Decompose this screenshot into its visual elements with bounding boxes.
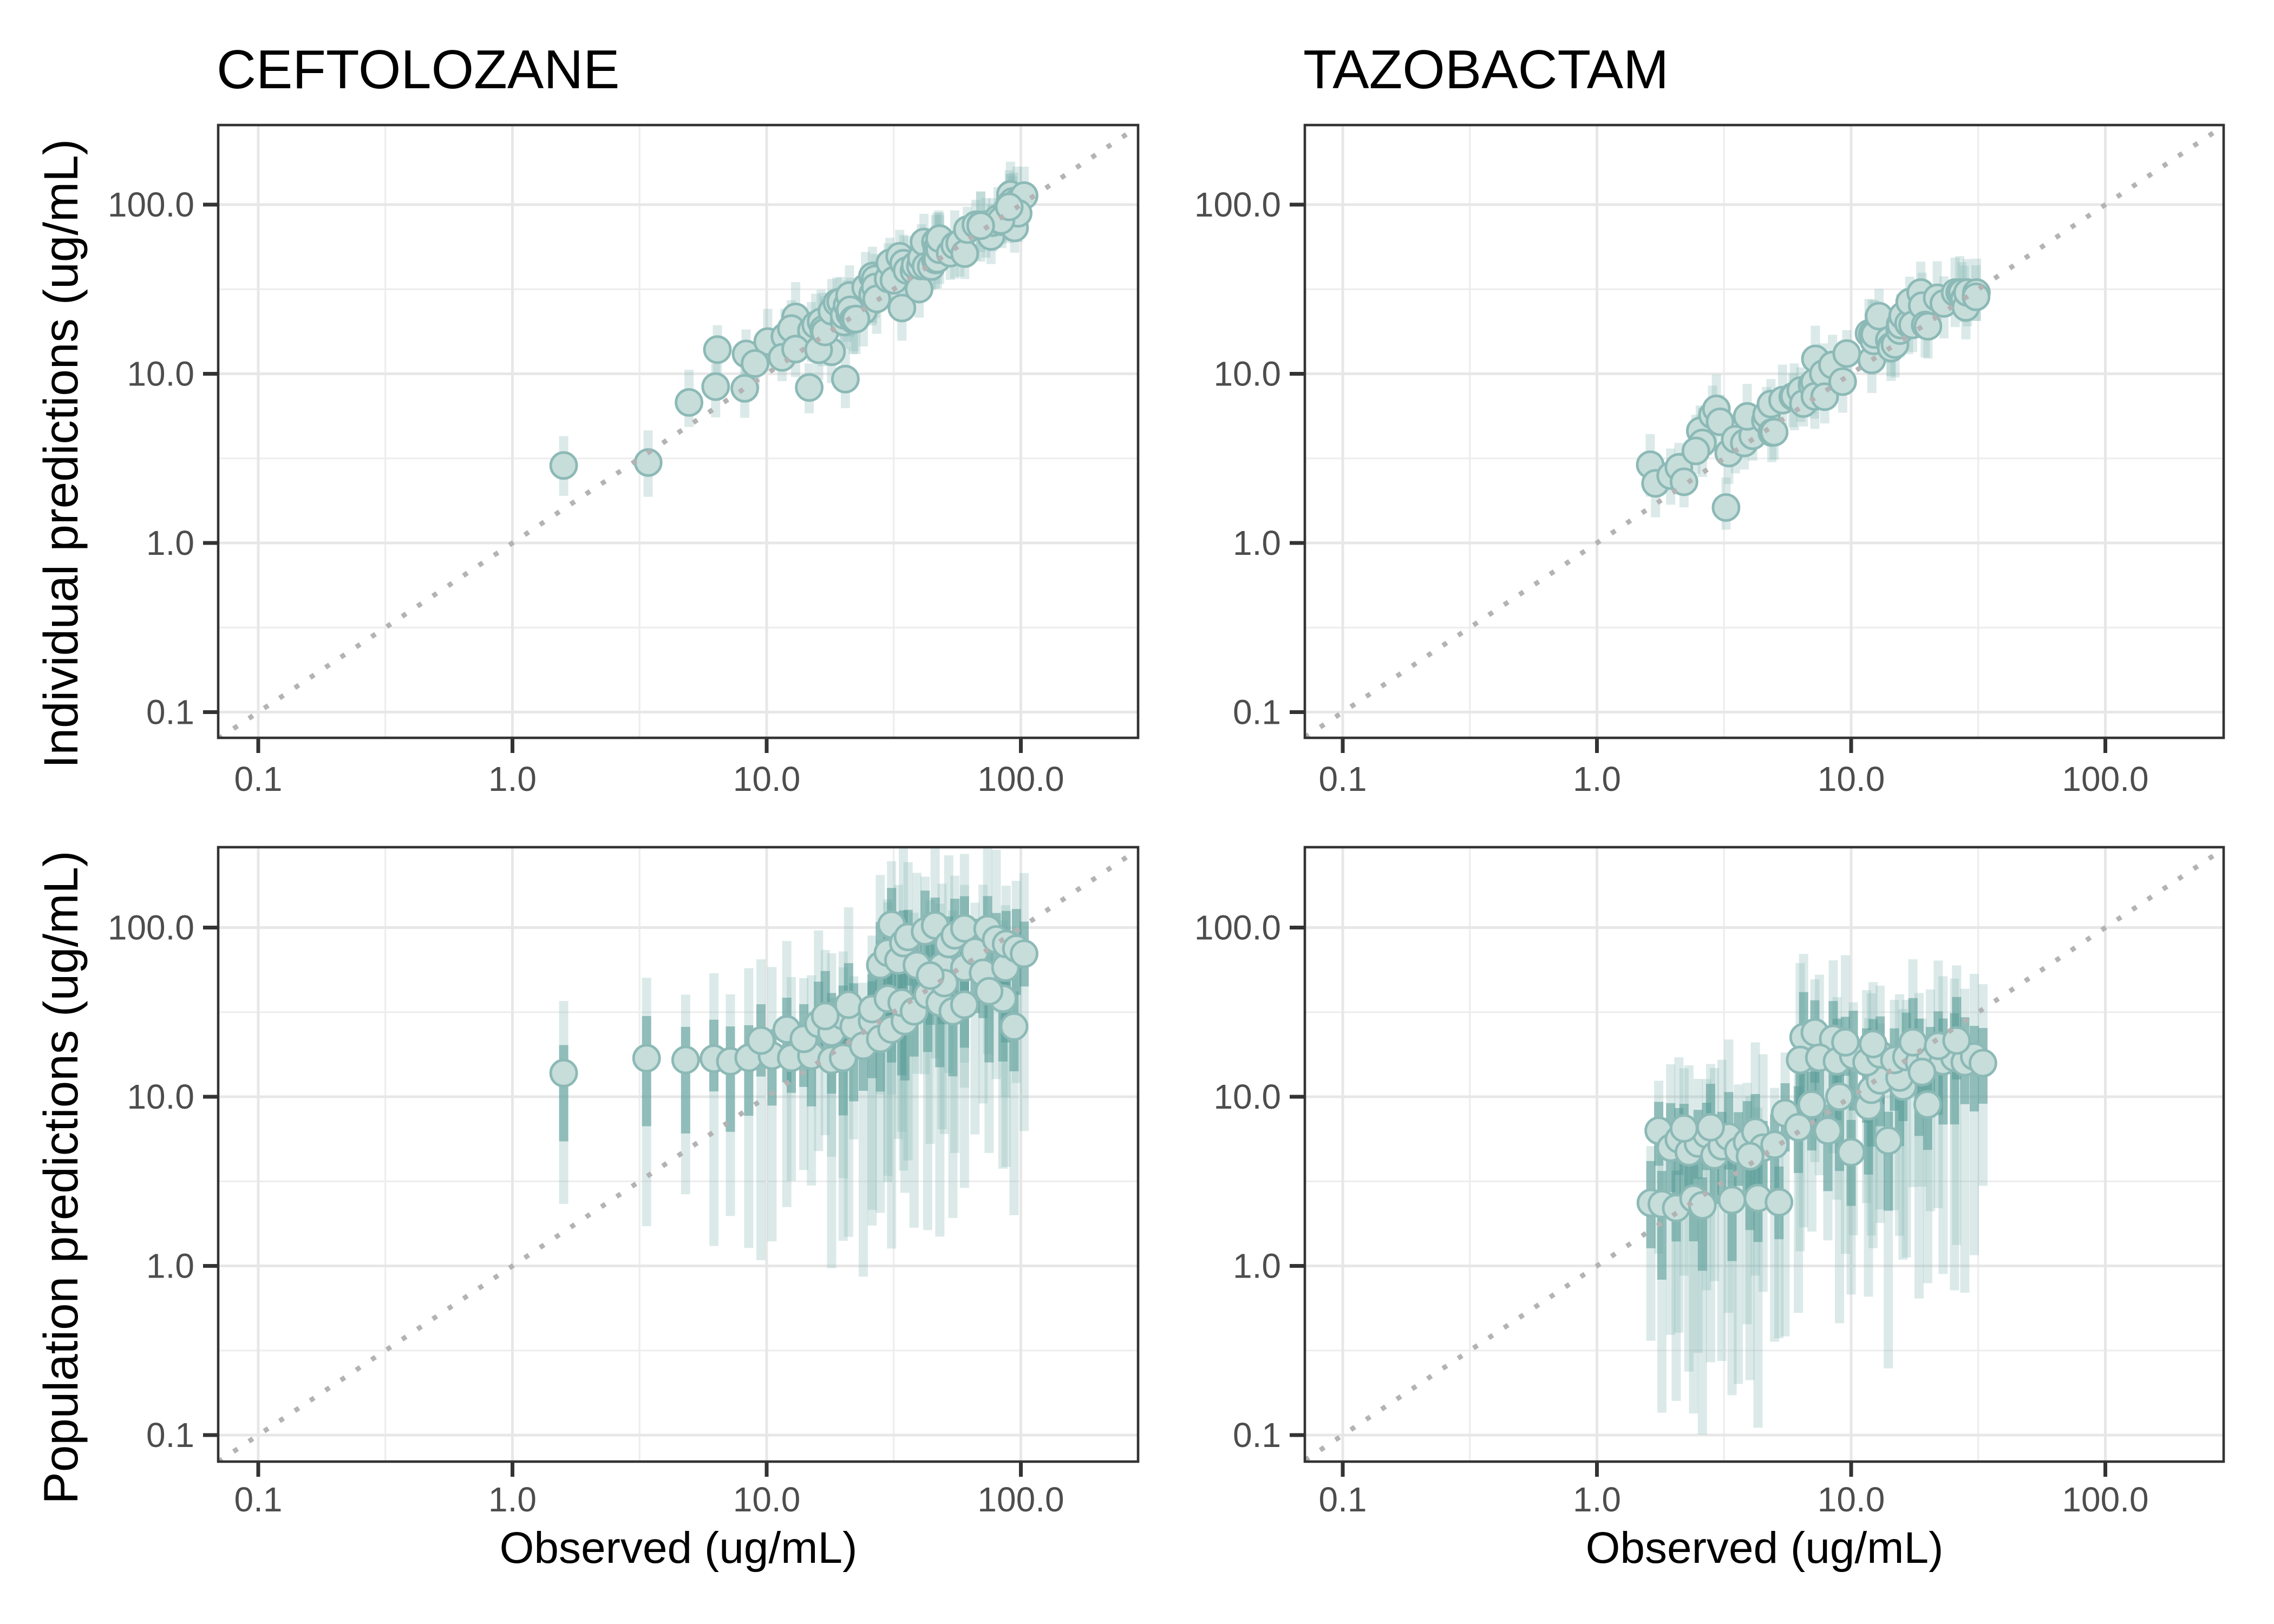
svg-text:100.0: 100.0 [2062, 759, 2148, 798]
svg-text:Observed (ug/mL): Observed (ug/mL) [500, 1523, 858, 1573]
svg-text:1.0: 1.0 [1573, 759, 1621, 798]
svg-text:Individual predictions (ug/mL): Individual predictions (ug/mL) [34, 139, 88, 769]
svg-text:10.0: 10.0 [1213, 1077, 1281, 1116]
svg-text:100.0: 100.0 [108, 185, 194, 224]
svg-text:10.0: 10.0 [1213, 355, 1281, 394]
svg-text:0.1: 0.1 [234, 1480, 283, 1519]
svg-text:Observed (ug/mL): Observed (ug/mL) [1586, 1523, 1944, 1573]
svg-text:1.0: 1.0 [488, 759, 537, 798]
svg-text:0.1: 0.1 [1233, 693, 1281, 732]
svg-text:1.0: 1.0 [488, 1480, 537, 1519]
svg-text:1.0: 1.0 [1233, 523, 1281, 562]
svg-text:10.0: 10.0 [127, 355, 194, 394]
svg-text:0.1: 0.1 [146, 693, 194, 732]
svg-text:0.1: 0.1 [1319, 759, 1367, 798]
svg-text:10.0: 10.0 [1818, 759, 1885, 798]
svg-text:100.0: 100.0 [108, 908, 194, 947]
svg-text:1.0: 1.0 [146, 1247, 194, 1286]
svg-text:1.0: 1.0 [1233, 1247, 1281, 1286]
svg-text:10.0: 10.0 [1818, 1480, 1885, 1519]
svg-text:100.0: 100.0 [977, 1480, 1064, 1519]
svg-text:1.0: 1.0 [1573, 1480, 1621, 1519]
svg-text:0.1: 0.1 [1319, 1480, 1367, 1519]
svg-text:0.1: 0.1 [234, 759, 283, 798]
svg-text:100.0: 100.0 [2062, 1480, 2148, 1519]
svg-text:CEFTOLOZANE: CEFTOLOZANE [217, 40, 620, 100]
svg-text:0.1: 0.1 [146, 1416, 194, 1455]
svg-text:0.1: 0.1 [1233, 1416, 1281, 1455]
svg-text:TAZOBACTAM: TAZOBACTAM [1303, 40, 1669, 100]
svg-text:10.0: 10.0 [733, 1480, 801, 1519]
svg-text:100.0: 100.0 [977, 759, 1064, 798]
svg-text:Population predictions (ug/mL): Population predictions (ug/mL) [34, 850, 88, 1504]
svg-text:100.0: 100.0 [1194, 185, 1281, 224]
svg-text:10.0: 10.0 [733, 759, 801, 798]
svg-text:100.0: 100.0 [1194, 908, 1281, 947]
svg-text:10.0: 10.0 [127, 1077, 194, 1116]
svg-text:1.0: 1.0 [146, 523, 194, 562]
